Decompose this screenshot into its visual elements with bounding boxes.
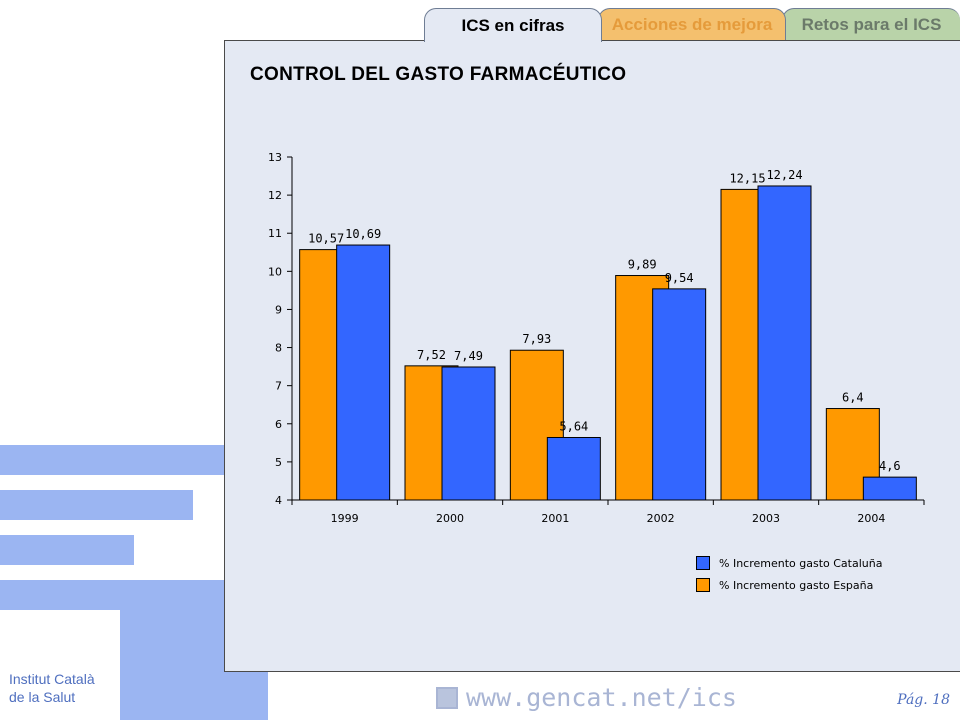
website-link[interactable]: www.gencat.net/ics [436, 683, 737, 712]
legend-label: % Incremento gasto España [719, 578, 874, 592]
y-tick-label: 13 [268, 151, 282, 164]
bar-cataluna-2000 [441, 366, 496, 501]
org-name-line2: de la Salut [9, 689, 76, 705]
data-label: 10,69 [345, 227, 381, 241]
y-tick-label: 4 [275, 494, 282, 507]
logo-stripe [0, 445, 226, 475]
legend-item-espana: % Incremento gasto España [696, 574, 882, 596]
legend-label: % Incremento gasto Cataluña [719, 556, 883, 570]
logo-stripe [0, 535, 134, 565]
logo-stripe [0, 580, 226, 610]
logo-stripe [0, 490, 193, 520]
x-tick-label: 1999 [331, 512, 359, 525]
bar-cataluna-2003 [757, 185, 812, 501]
y-tick-label: 12 [268, 189, 282, 202]
y-tick-label: 8 [275, 342, 282, 355]
data-label: 7,49 [454, 349, 483, 363]
x-tick-label: 2000 [436, 512, 464, 525]
y-tick-label: 6 [275, 418, 282, 431]
data-label: 4,6 [879, 459, 901, 473]
chart-legend: % Incremento gasto Cataluña % Incremento… [696, 552, 882, 596]
bar-cataluna-2002 [652, 288, 707, 501]
page-number: Pág. 18 [897, 692, 950, 708]
data-label: 9,89 [628, 258, 657, 272]
web-icon [436, 686, 458, 709]
data-label: 9,54 [665, 271, 694, 285]
data-label: 7,52 [417, 348, 446, 362]
x-tick-label: 2002 [647, 512, 675, 525]
y-tick-label: 7 [275, 380, 282, 393]
x-tick-label: 2001 [541, 512, 569, 525]
y-tick-label: 5 [275, 456, 282, 469]
bar-cataluna-2001 [546, 436, 601, 501]
bar-cataluna-1999 [336, 244, 391, 501]
legend-item-cataluna: % Incremento gasto Cataluña [696, 552, 882, 574]
data-label: 12,24 [766, 168, 802, 182]
data-label: 12,15 [729, 171, 765, 185]
data-label: 7,93 [522, 332, 551, 346]
data-label: 6,4 [842, 391, 864, 405]
org-name: Institut Català de la Salut [9, 670, 95, 706]
x-tick-label: 2004 [857, 512, 885, 525]
page-title: CONTROL DEL GASTO FARMACÉUTICO [250, 64, 627, 85]
website-url: www.gencat.net/ics [466, 683, 737, 712]
x-tick-label: 2003 [752, 512, 780, 525]
tab-ics-en-cifras[interactable]: ICS en cifras [424, 8, 602, 42]
y-tick-label: 11 [268, 227, 282, 240]
legend-swatch-espana [696, 578, 710, 592]
bar-cataluna-2004 [862, 476, 917, 501]
y-tick-label: 10 [268, 265, 282, 278]
data-label: 10,57 [308, 232, 344, 246]
y-tick-label: 9 [275, 303, 282, 316]
org-name-line1: Institut Català [9, 671, 95, 687]
data-label: 5,64 [559, 419, 588, 433]
legend-swatch-cataluna [696, 556, 710, 570]
tab-retos-para-el-ics[interactable]: Retos para el ICS [782, 8, 960, 40]
